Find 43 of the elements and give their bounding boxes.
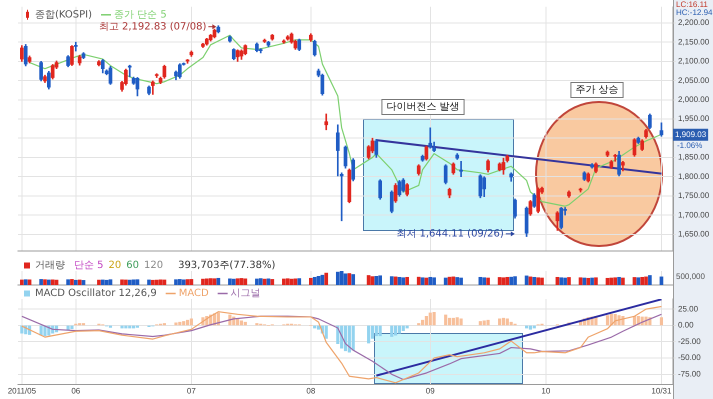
annotation: 다이버전스 발생	[386, 102, 460, 113]
annotation: 주가 상승	[575, 84, 619, 96]
text: HC:-12.94	[676, 8, 713, 18]
annotation: 최고 2,192.83 (07/08)	[98, 21, 206, 32]
y-tick-label: 1,850.00	[678, 152, 710, 162]
y-tick-label: 25.00	[678, 304, 699, 314]
x-tick-label: 08	[306, 386, 316, 396]
y-tick-label: 1,950.00	[678, 114, 710, 124]
y-tick-label: -75.00	[678, 370, 702, 378]
y-tick-label: 2,000.00	[678, 95, 710, 104]
annotation: 최저 1,644.11 (09/26)	[396, 228, 504, 240]
x-tick-label: 10/31	[651, 386, 672, 396]
x-tick-label: 2011/05	[8, 386, 37, 396]
legend-label: 시그널	[230, 288, 261, 300]
legend-label: 종합(KOSPI)	[35, 9, 92, 20]
y-tick-label: 2,150.00	[678, 37, 710, 46]
text: -1.06%	[677, 140, 702, 150]
legend-label: MACD Oscillator 12,26,9	[35, 288, 157, 300]
legend-label: 종가 단순 5	[114, 9, 167, 20]
y-tick-label: 0.00	[678, 320, 694, 330]
text: LC:16.11	[676, 0, 708, 10]
y-tick-label: 1,800.00	[678, 172, 710, 181]
y-tick-label: -50.00	[678, 353, 702, 362]
x-tick-label: 07	[186, 386, 196, 396]
text: 500,000	[676, 272, 706, 282]
x-tick-label: 09	[426, 386, 436, 396]
x-tick-label: 10	[541, 386, 551, 396]
annotation: 1,909.03	[675, 130, 707, 139]
y-tick-label: 1,700.00	[678, 210, 710, 220]
y-tick-label: 2,050.00	[678, 76, 710, 85]
y-tick-label: 1,750.00	[678, 191, 710, 200]
annotation: 단순 5	[74, 260, 104, 272]
y-tick-label: 2,200.00	[678, 18, 710, 28]
legend-label: MACD	[178, 288, 209, 300]
y-tick-label: 1,650.00	[678, 229, 710, 238]
annotation: 60	[126, 260, 139, 272]
annotation: 393,703주(77.38%)	[178, 260, 276, 272]
annotation: 20	[108, 260, 122, 272]
x-tick-label: 06	[71, 386, 81, 396]
legend-label: 거래량	[35, 260, 65, 272]
y-tick-label: -25.00	[678, 336, 702, 346]
y-tick-label: 2,100.00	[678, 56, 710, 66]
annotation: 120	[144, 260, 164, 272]
